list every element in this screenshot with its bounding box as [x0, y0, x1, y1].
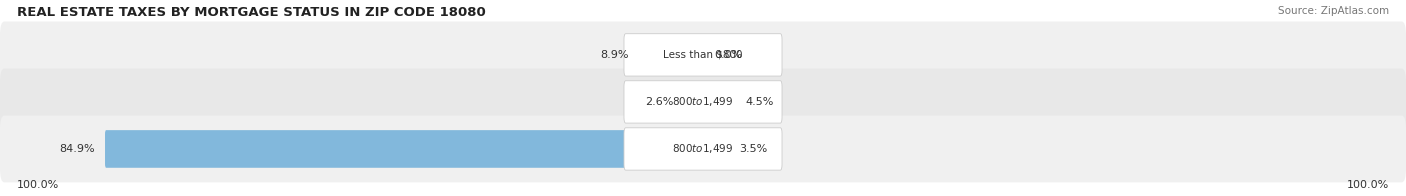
- Text: $800 to $1,499: $800 to $1,499: [672, 142, 734, 155]
- FancyBboxPatch shape: [624, 34, 782, 76]
- Text: $800 to $1,499: $800 to $1,499: [672, 95, 734, 108]
- Text: Source: ZipAtlas.com: Source: ZipAtlas.com: [1278, 6, 1389, 16]
- Text: 3.5%: 3.5%: [740, 144, 768, 154]
- Text: 84.9%: 84.9%: [59, 144, 94, 154]
- FancyBboxPatch shape: [0, 116, 1406, 182]
- Text: Less than $800: Less than $800: [664, 50, 742, 60]
- FancyBboxPatch shape: [702, 83, 735, 121]
- FancyBboxPatch shape: [624, 81, 782, 123]
- Text: 8.9%: 8.9%: [600, 50, 630, 60]
- FancyBboxPatch shape: [702, 130, 728, 168]
- FancyBboxPatch shape: [0, 69, 1406, 135]
- Text: 100.0%: 100.0%: [17, 180, 59, 190]
- FancyBboxPatch shape: [105, 130, 704, 168]
- FancyBboxPatch shape: [624, 128, 782, 170]
- Text: 2.6%: 2.6%: [645, 97, 673, 107]
- FancyBboxPatch shape: [0, 22, 1406, 88]
- Text: REAL ESTATE TAXES BY MORTGAGE STATUS IN ZIP CODE 18080: REAL ESTATE TAXES BY MORTGAGE STATUS IN …: [17, 6, 485, 19]
- FancyBboxPatch shape: [683, 83, 704, 121]
- Text: 4.5%: 4.5%: [747, 97, 775, 107]
- Text: 100.0%: 100.0%: [1347, 180, 1389, 190]
- FancyBboxPatch shape: [640, 36, 704, 74]
- Text: 0.0%: 0.0%: [714, 50, 742, 60]
